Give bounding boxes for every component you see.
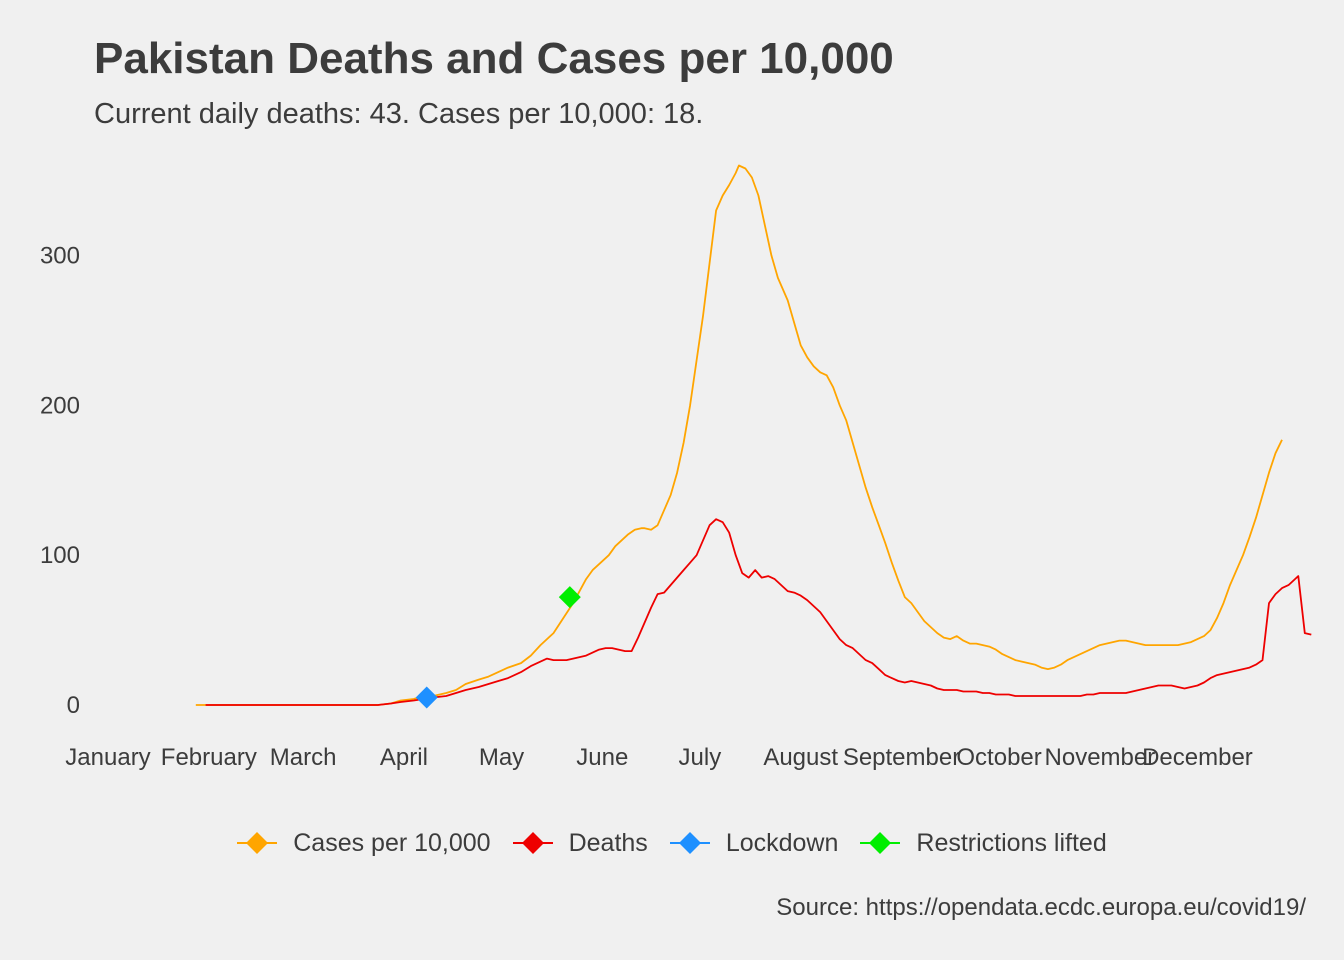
x-tick-label: June [576,744,628,771]
x-tick-label: October [956,744,1041,771]
x-tick-label: August [763,744,838,771]
legend-label: Cases per 10,000 [293,828,491,857]
y-axis: 0 100 200 300 [40,242,80,719]
legend-key-icon [237,832,278,854]
x-tick-label: December [1142,744,1253,771]
legend-item-deaths: Deaths [512,826,648,860]
marker-restrictions-lifted [558,586,581,609]
y-tick-label: 200 [40,392,80,419]
source-caption: Source: https://opendata.ecdc.europa.eu/… [776,894,1306,921]
marker-layer [415,586,581,709]
legend-item-restrictions-lifted: Restrictions lifted [860,826,1107,860]
chart-title: Pakistan Deaths and Cases per 10,000 [94,34,894,83]
y-tick-label: 0 [67,692,80,719]
y-tick-label: 300 [40,242,80,269]
legend-item-lockdown: Lockdown [669,826,839,860]
series-layer [195,164,1312,706]
series-line-deaths [205,518,1312,706]
x-tick-label: November [1045,744,1156,771]
x-tick-label: July [679,744,722,771]
legend-label: Restrictions lifted [916,828,1107,857]
legend-label: Lockdown [725,828,839,857]
x-tick-label: February [161,744,257,771]
chart-subtitle: Current daily deaths: 43. Cases per 10,0… [94,98,704,130]
x-tick-label: May [479,744,524,771]
series-line-cases-per-10-000 [195,164,1283,706]
x-tick-label: January [65,744,150,771]
legend: Cases per 10,000 Deaths Lockdown Restrictio… [0,826,1344,860]
x-tick-label: September [843,744,960,771]
legend-key-icon [860,832,901,854]
legend-key-icon [512,832,553,854]
x-tick-label: March [270,744,337,771]
marker-lockdown [415,686,438,709]
x-axis: January February March April May June July Augu… [65,744,1253,771]
y-tick-label: 100 [40,542,80,569]
legend-item-cases-per-10-000: Cases per 10,000 [237,826,491,860]
x-tick-label: April [380,744,428,771]
legend-label: Deaths [568,828,648,857]
legend-key-icon [669,832,710,854]
